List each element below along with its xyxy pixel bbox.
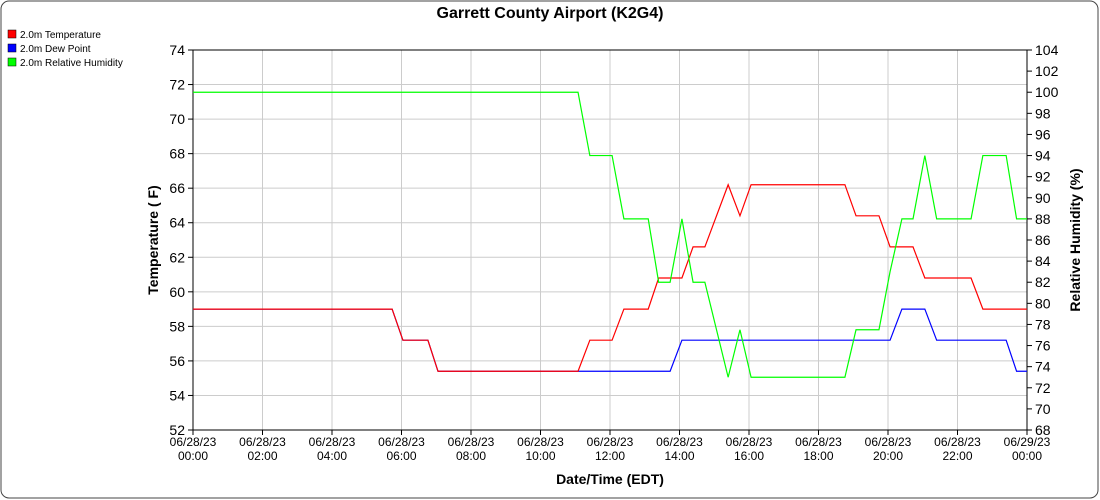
y2-tick-label: 68 [1035, 422, 1051, 438]
legend-label: 2.0m Dew Point [20, 44, 91, 55]
legend-label: 2.0m Relative Humidity [20, 58, 123, 69]
y-tick-label: 70 [169, 111, 185, 127]
y-tick-label: 62 [169, 249, 185, 265]
y2-tick-label: 96 [1035, 126, 1051, 142]
y-tick-label: 68 [169, 146, 185, 162]
x-tick-label: 06/29/23 00:00 [1003, 435, 1051, 463]
legend-label: 2.0m Temperature [20, 30, 101, 41]
legend-swatch [7, 29, 17, 39]
x-tick-label: 06/28/23 00:00 [169, 435, 217, 463]
x-tick-label: 06/28/23 20:00 [864, 435, 912, 463]
y2-tick-label: 86 [1035, 232, 1051, 248]
y-tick-label: 64 [169, 215, 185, 231]
y-axis-label: Temperature ( F) [145, 185, 161, 294]
x-tick-label: 06/28/23 22:00 [934, 435, 981, 463]
y2-tick-label: 104 [1035, 42, 1059, 58]
y2-tick-label: 72 [1035, 380, 1051, 396]
y2-tick-label: 80 [1035, 295, 1051, 311]
x-tick-label: 06/28/23 02:00 [239, 435, 286, 463]
x-tick-label: 06/28/23 10:00 [517, 435, 564, 463]
y2-tick-label: 88 [1035, 211, 1051, 227]
y2-tick-label: 70 [1035, 401, 1051, 417]
y-tick-label: 74 [169, 42, 185, 58]
y-tick-label: 58 [169, 318, 185, 334]
y-tick-label: 52 [169, 422, 185, 438]
y-tick-label: 54 [169, 387, 185, 403]
y2-tick-label: 84 [1035, 253, 1051, 269]
y2-tick-label: 100 [1035, 84, 1059, 100]
x-tick-label: 06/28/23 12:00 [586, 435, 634, 463]
y2-tick-label: 82 [1035, 274, 1051, 290]
y2-tick-label: 92 [1035, 169, 1051, 185]
series-line [193, 183, 1027, 372]
y2-tick-label: 98 [1035, 105, 1051, 121]
y2-tick-label: 90 [1035, 190, 1051, 206]
x-tick-label: 06/28/23 04:00 [308, 435, 356, 463]
y2-tick-label: 76 [1035, 338, 1051, 354]
x-tick-label: 06/28/23 08:00 [447, 435, 495, 463]
y-tick-label: 72 [169, 77, 185, 93]
y-tick-label: 66 [169, 180, 185, 196]
y2-tick-label: 78 [1035, 316, 1051, 332]
x-axis-label: Date/Time (EDT) [556, 471, 664, 487]
x-tick-label: 06/28/23 14:00 [656, 435, 703, 463]
series-line [193, 91, 1027, 378]
y-tick-label: 60 [169, 284, 185, 300]
legend-swatch [7, 57, 17, 67]
y-tick-label: 56 [169, 353, 185, 369]
plot-frame [192, 49, 1028, 431]
x-tick-label: 06/28/23 16:00 [725, 435, 773, 463]
x-tick-label: 06/28/23 18:00 [795, 435, 842, 463]
chart-title: Garrett County Airport (K2G4) [437, 5, 664, 22]
y2-tick-label: 102 [1035, 63, 1059, 79]
y2-axis-label: Relative Humidity (%) [1067, 168, 1083, 311]
y2-tick-label: 94 [1035, 148, 1051, 164]
x-tick-label: 06/28/23 06:00 [378, 435, 425, 463]
y2-tick-label: 74 [1035, 359, 1051, 375]
legend-swatch [7, 43, 17, 53]
